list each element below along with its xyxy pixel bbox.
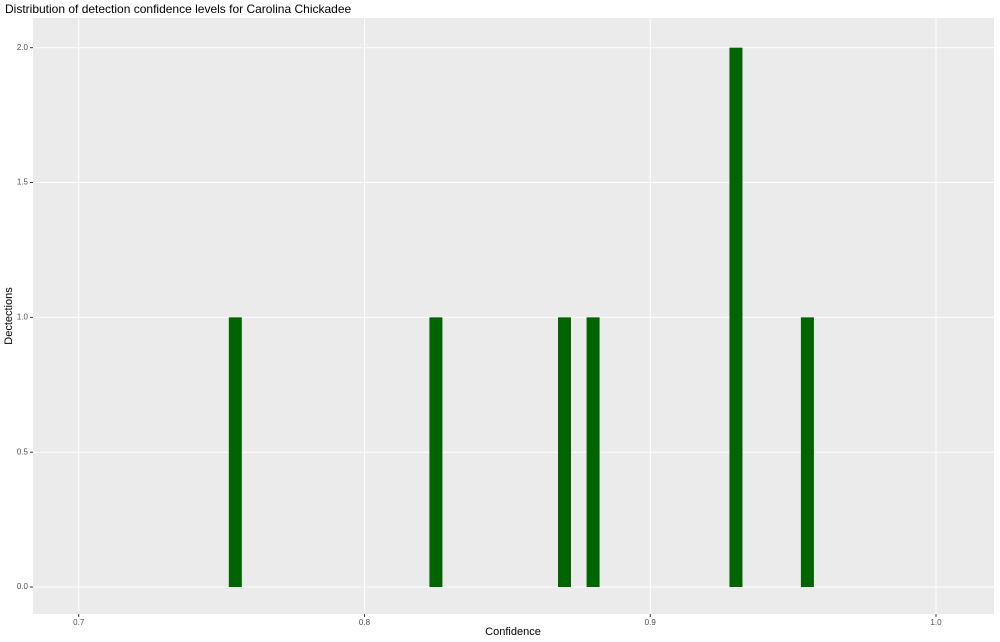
bar xyxy=(228,317,242,588)
x-tick-label: 0.7 xyxy=(73,618,85,627)
y-tick-label: 1.0 xyxy=(17,312,29,321)
bar xyxy=(558,317,572,588)
bar xyxy=(429,317,443,588)
y-tick-label: 0.0 xyxy=(17,582,29,591)
y-tick-label: 1.5 xyxy=(17,178,29,187)
plot-background xyxy=(33,18,994,614)
y-tick-label: 2.0 xyxy=(17,43,29,52)
bar xyxy=(729,47,743,588)
bar xyxy=(800,317,814,588)
y-axis-label: Dectections xyxy=(3,287,15,345)
x-tick-label: 0.9 xyxy=(645,618,657,627)
x-tick-label: 0.8 xyxy=(359,618,371,627)
y-tick-label: 0.5 xyxy=(17,447,29,456)
chart-title: Distribution of detection confidence lev… xyxy=(5,2,352,16)
bar xyxy=(586,317,600,588)
x-axis-label: Confidence xyxy=(485,626,541,638)
x-tick-label: 1.0 xyxy=(930,618,942,627)
